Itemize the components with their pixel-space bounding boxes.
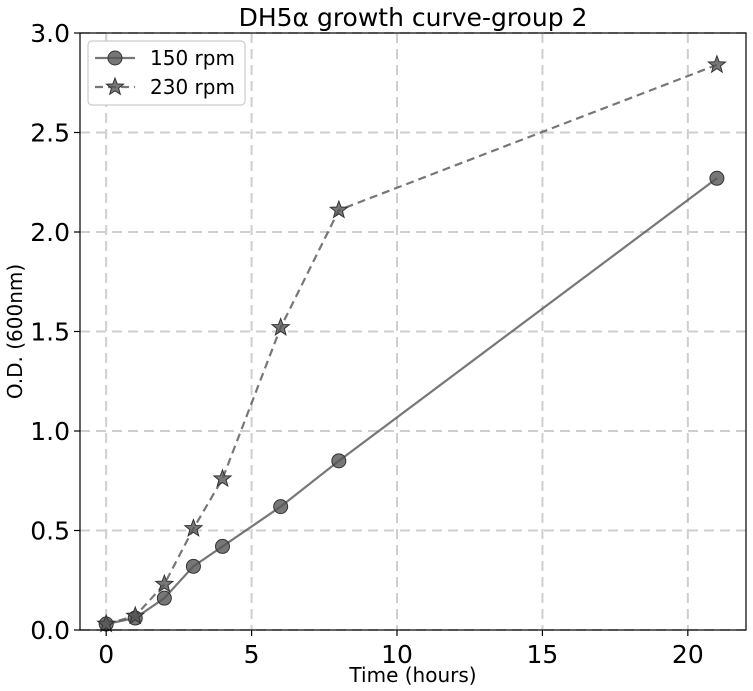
y-tick-label: 2.5 — [30, 119, 70, 148]
x-tick-label: 20 — [672, 640, 704, 669]
y-tick-label: 0.0 — [30, 616, 70, 645]
chart-title: DH5α growth curve-group 2 — [239, 3, 588, 32]
series-0-point-7 — [709, 170, 725, 186]
legend: 150 rpm 230 rpm — [87, 40, 246, 106]
x-axis: 0 5 10 15 20 — [98, 630, 704, 669]
series-1-point-1 — [125, 605, 146, 625]
x-tick-label: 15 — [527, 640, 559, 669]
series-1 — [96, 54, 727, 633]
x-tick-label: 0 — [98, 640, 114, 669]
legend-sample-230-rpm — [95, 76, 135, 96]
series-0-point-6 — [331, 453, 347, 469]
y-axis: 0.0 0.5 1.0 1.5 2.0 2.5 3.0 — [30, 19, 80, 645]
series-1-point-6 — [328, 199, 349, 219]
x-axis-label: Time (hours) — [348, 663, 476, 687]
y-tick-label: 2.0 — [30, 218, 70, 247]
series-1-point-0 — [96, 613, 117, 633]
series-0-point-4 — [215, 538, 231, 554]
legend-marker-1 — [105, 76, 125, 96]
legend-label-230-rpm: 230 rpm — [150, 75, 235, 99]
series-0 — [98, 170, 725, 632]
y-axis-label: O.D. (600nm) — [3, 264, 27, 399]
legend-label-150-rpm: 150 rpm — [150, 46, 235, 70]
series-1-point-4 — [212, 468, 233, 488]
x-tick-label: 5 — [244, 640, 260, 669]
y-tick-label: 0.5 — [30, 517, 70, 546]
series-0-point-5 — [273, 499, 289, 515]
legend-entry-150-rpm: 150 rpm — [95, 46, 235, 70]
series-layer — [96, 54, 727, 633]
series-line-1 — [105, 63, 718, 626]
legend-entry-230-rpm: 230 rpm — [95, 75, 235, 99]
x-tick-label: 10 — [381, 640, 413, 669]
series-1-point-7 — [707, 54, 727, 74]
series-1-point-5 — [270, 317, 291, 336]
series-1-point-3 — [183, 518, 204, 537]
y-tick-label: 1.0 — [30, 417, 70, 446]
series-1-point-2 — [154, 573, 175, 593]
legend-marker-0 — [107, 50, 123, 66]
series-0-point-2 — [156, 590, 172, 606]
series-0-point-3 — [185, 558, 201, 574]
legend-sample-150-rpm — [95, 50, 135, 66]
y-tick-label: 1.5 — [30, 318, 70, 347]
y-tick-label: 3.0 — [30, 19, 70, 48]
grid — [80, 32, 746, 631]
series-line-0 — [105, 177, 718, 626]
